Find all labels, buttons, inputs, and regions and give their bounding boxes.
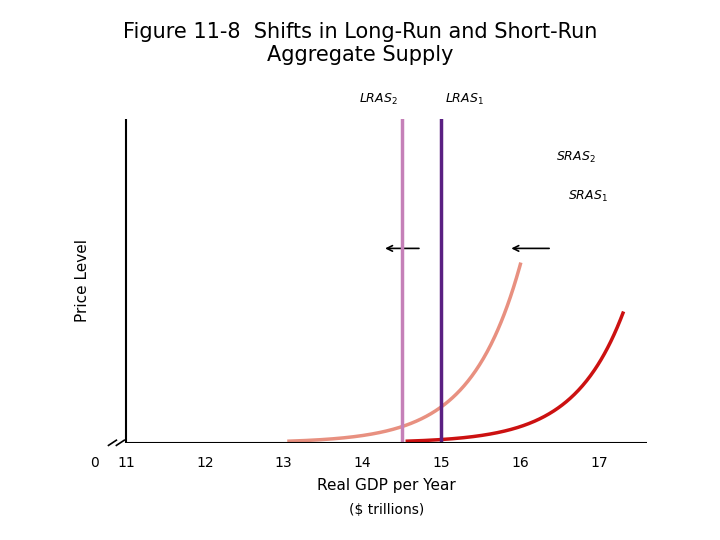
Text: 0: 0: [90, 456, 99, 470]
Text: 11: 11: [117, 456, 135, 470]
Text: ($ trillions): ($ trillions): [348, 503, 424, 517]
Text: $\mathit{LRAS}_1$: $\mathit{LRAS}_1$: [446, 92, 485, 107]
Text: Real GDP per Year: Real GDP per Year: [317, 478, 456, 494]
Text: 17: 17: [590, 456, 608, 470]
Text: 16: 16: [511, 456, 529, 470]
Text: 13: 13: [275, 456, 292, 470]
Text: 14: 14: [354, 456, 372, 470]
Text: Price Level: Price Level: [75, 239, 90, 322]
Text: $\mathit{SRAS}_2$: $\mathit{SRAS}_2$: [556, 150, 595, 165]
Text: Figure 11-8  Shifts in Long-Run and Short-Run
Aggregate Supply: Figure 11-8 Shifts in Long-Run and Short…: [123, 22, 597, 65]
Text: 12: 12: [196, 456, 214, 470]
Text: $\mathit{LRAS}_2$: $\mathit{LRAS}_2$: [359, 92, 398, 107]
Text: 15: 15: [433, 456, 450, 470]
Text: $\mathit{SRAS}_1$: $\mathit{SRAS}_1$: [567, 189, 608, 204]
